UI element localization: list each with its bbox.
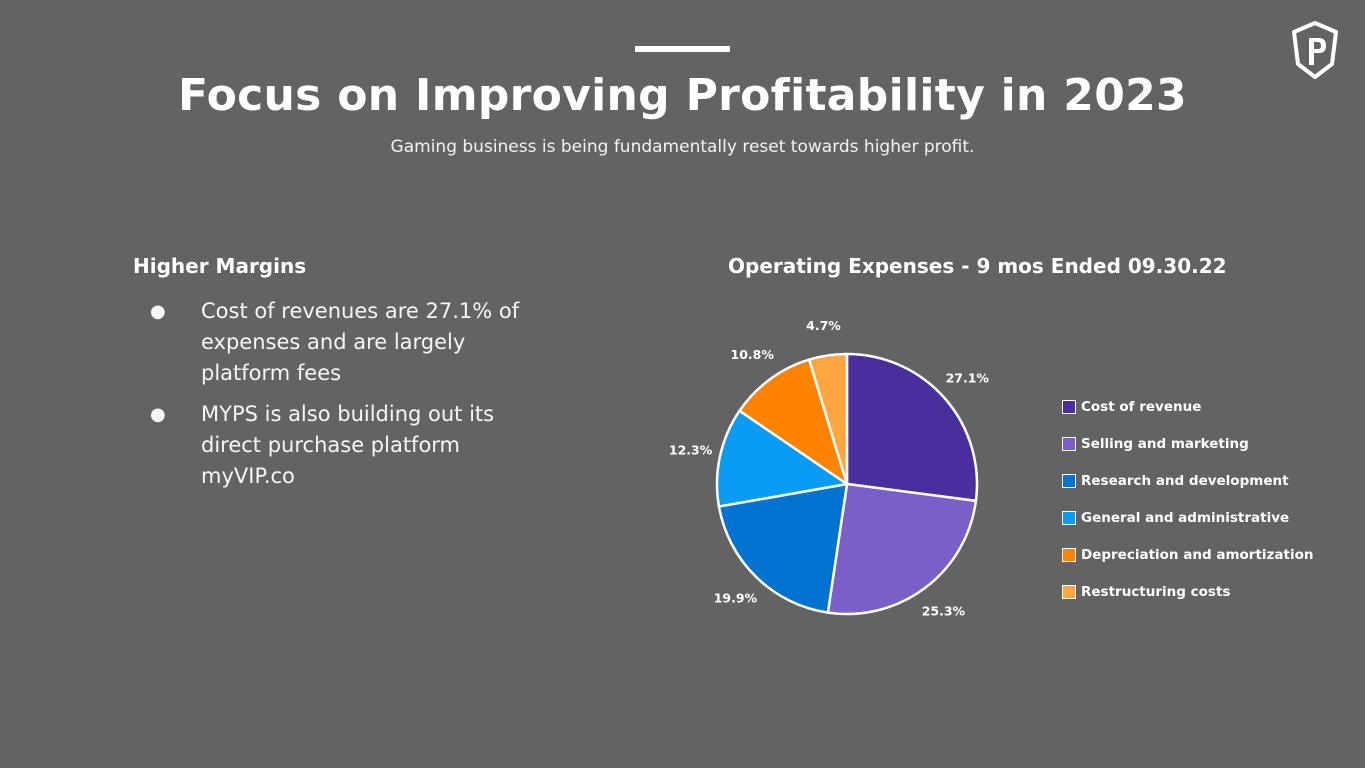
section-heading: Higher Margins xyxy=(133,254,307,278)
chart-title: Operating Expenses - 9 mos Ended 09.30.2… xyxy=(728,254,1227,278)
bullet-dot-icon: ● xyxy=(150,301,166,322)
legend-item: Selling and marketing xyxy=(1062,425,1313,462)
legend-swatch xyxy=(1062,473,1076,488)
pie-slice-1 xyxy=(845,352,979,503)
legend-swatch xyxy=(1062,510,1076,525)
pie-slice-5 xyxy=(738,358,849,486)
bullet-text: MYPS is also building out its direct pur… xyxy=(201,402,495,488)
legend-label: Depreciation and amortization xyxy=(1081,546,1314,563)
legend-label: Restructuring costs xyxy=(1081,583,1231,600)
chart-legend: Cost of revenue Selling and marketing Rese… xyxy=(1062,388,1313,610)
legend-swatch xyxy=(1062,584,1076,599)
pie-data-label: 19.9% xyxy=(714,591,758,606)
pie-slice-4 xyxy=(715,409,849,508)
pie-data-label: 4.7% xyxy=(806,320,841,333)
pie-slice-6 xyxy=(807,352,849,486)
bullet-item: ● MYPS is also building out its direct p… xyxy=(150,399,550,492)
legend-swatch xyxy=(1062,547,1076,562)
pie-data-label: 10.8% xyxy=(731,347,775,362)
legend-swatch xyxy=(1062,436,1076,451)
bullet-list: ● Cost of revenues are 27.1% of expenses… xyxy=(150,296,550,502)
legend-swatch xyxy=(1062,399,1076,414)
pie-data-label: 27.1% xyxy=(946,370,990,385)
pie-slice-2 xyxy=(826,482,978,616)
legend-label: Selling and marketing xyxy=(1081,435,1249,452)
legend-item: Depreciation and amortization xyxy=(1062,536,1313,573)
slide-subtitle: Gaming business is being fundamentally r… xyxy=(390,137,975,157)
bullet-text: Cost of revenues are 27.1% of expenses a… xyxy=(201,299,520,385)
legend-label: Research and development xyxy=(1081,472,1289,489)
legend-label: Cost of revenue xyxy=(1081,398,1202,415)
slide-title: Focus on Improving Profitability in 2023 xyxy=(178,70,1187,121)
pie-chart: 27.1% 25.3% 19.9% 12.3% 10.8% 4.7% xyxy=(669,320,990,619)
legend-label: General and administrative xyxy=(1081,509,1290,526)
legend-item: Research and development xyxy=(1062,462,1313,499)
pie-data-label: 25.3% xyxy=(922,604,966,619)
legend-item: General and administrative xyxy=(1062,499,1313,536)
legend-item: Cost of revenue xyxy=(1062,388,1313,425)
bullet-dot-icon: ● xyxy=(150,404,166,425)
shield-p-logo-icon xyxy=(1292,21,1338,79)
legend-item: Restructuring costs xyxy=(1062,573,1313,610)
title-accent-rule xyxy=(635,46,730,52)
pie-slice-3 xyxy=(717,482,849,614)
bullet-item: ● Cost of revenues are 27.1% of expenses… xyxy=(150,296,550,389)
pie-data-label: 12.3% xyxy=(669,442,713,457)
